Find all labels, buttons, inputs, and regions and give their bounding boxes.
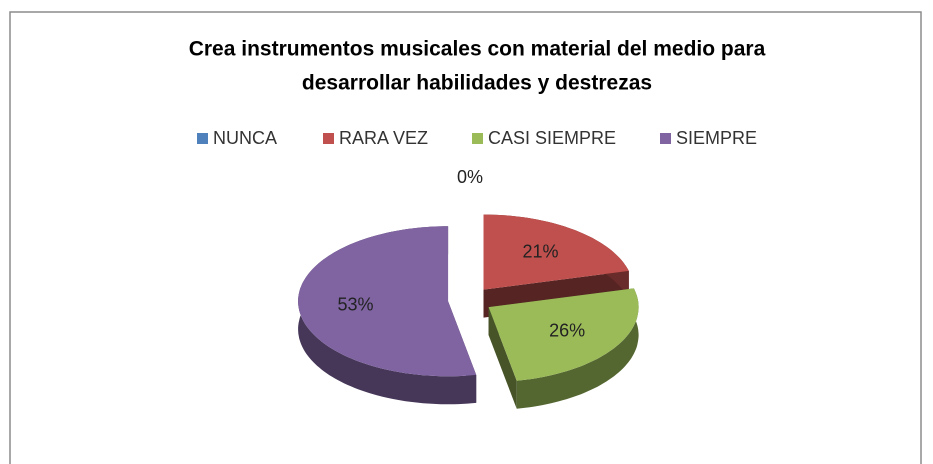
legend-label: SIEMPRE [676, 128, 757, 148]
data-label: 21% [522, 242, 558, 262]
legend-label: CASI SIEMPRE [488, 128, 616, 148]
slice-side [516, 288, 639, 409]
slice-side [488, 307, 517, 409]
data-label: 53% [337, 294, 373, 314]
slice [298, 226, 477, 377]
legend-label: RARA VEZ [339, 128, 428, 148]
legend-swatch [323, 133, 334, 144]
slice [483, 214, 629, 290]
slice [488, 288, 639, 381]
legend-swatch [197, 133, 208, 144]
data-label: 0% [457, 167, 483, 187]
data-label: 26% [549, 321, 585, 341]
legend-swatch [472, 133, 483, 144]
chart-title: Crea instrumentos musicales con material… [189, 38, 766, 61]
legend-label: NUNCA [213, 128, 277, 148]
chart-title: desarrollar habilidades y destrezas [302, 72, 652, 95]
legend-swatch [660, 133, 671, 144]
